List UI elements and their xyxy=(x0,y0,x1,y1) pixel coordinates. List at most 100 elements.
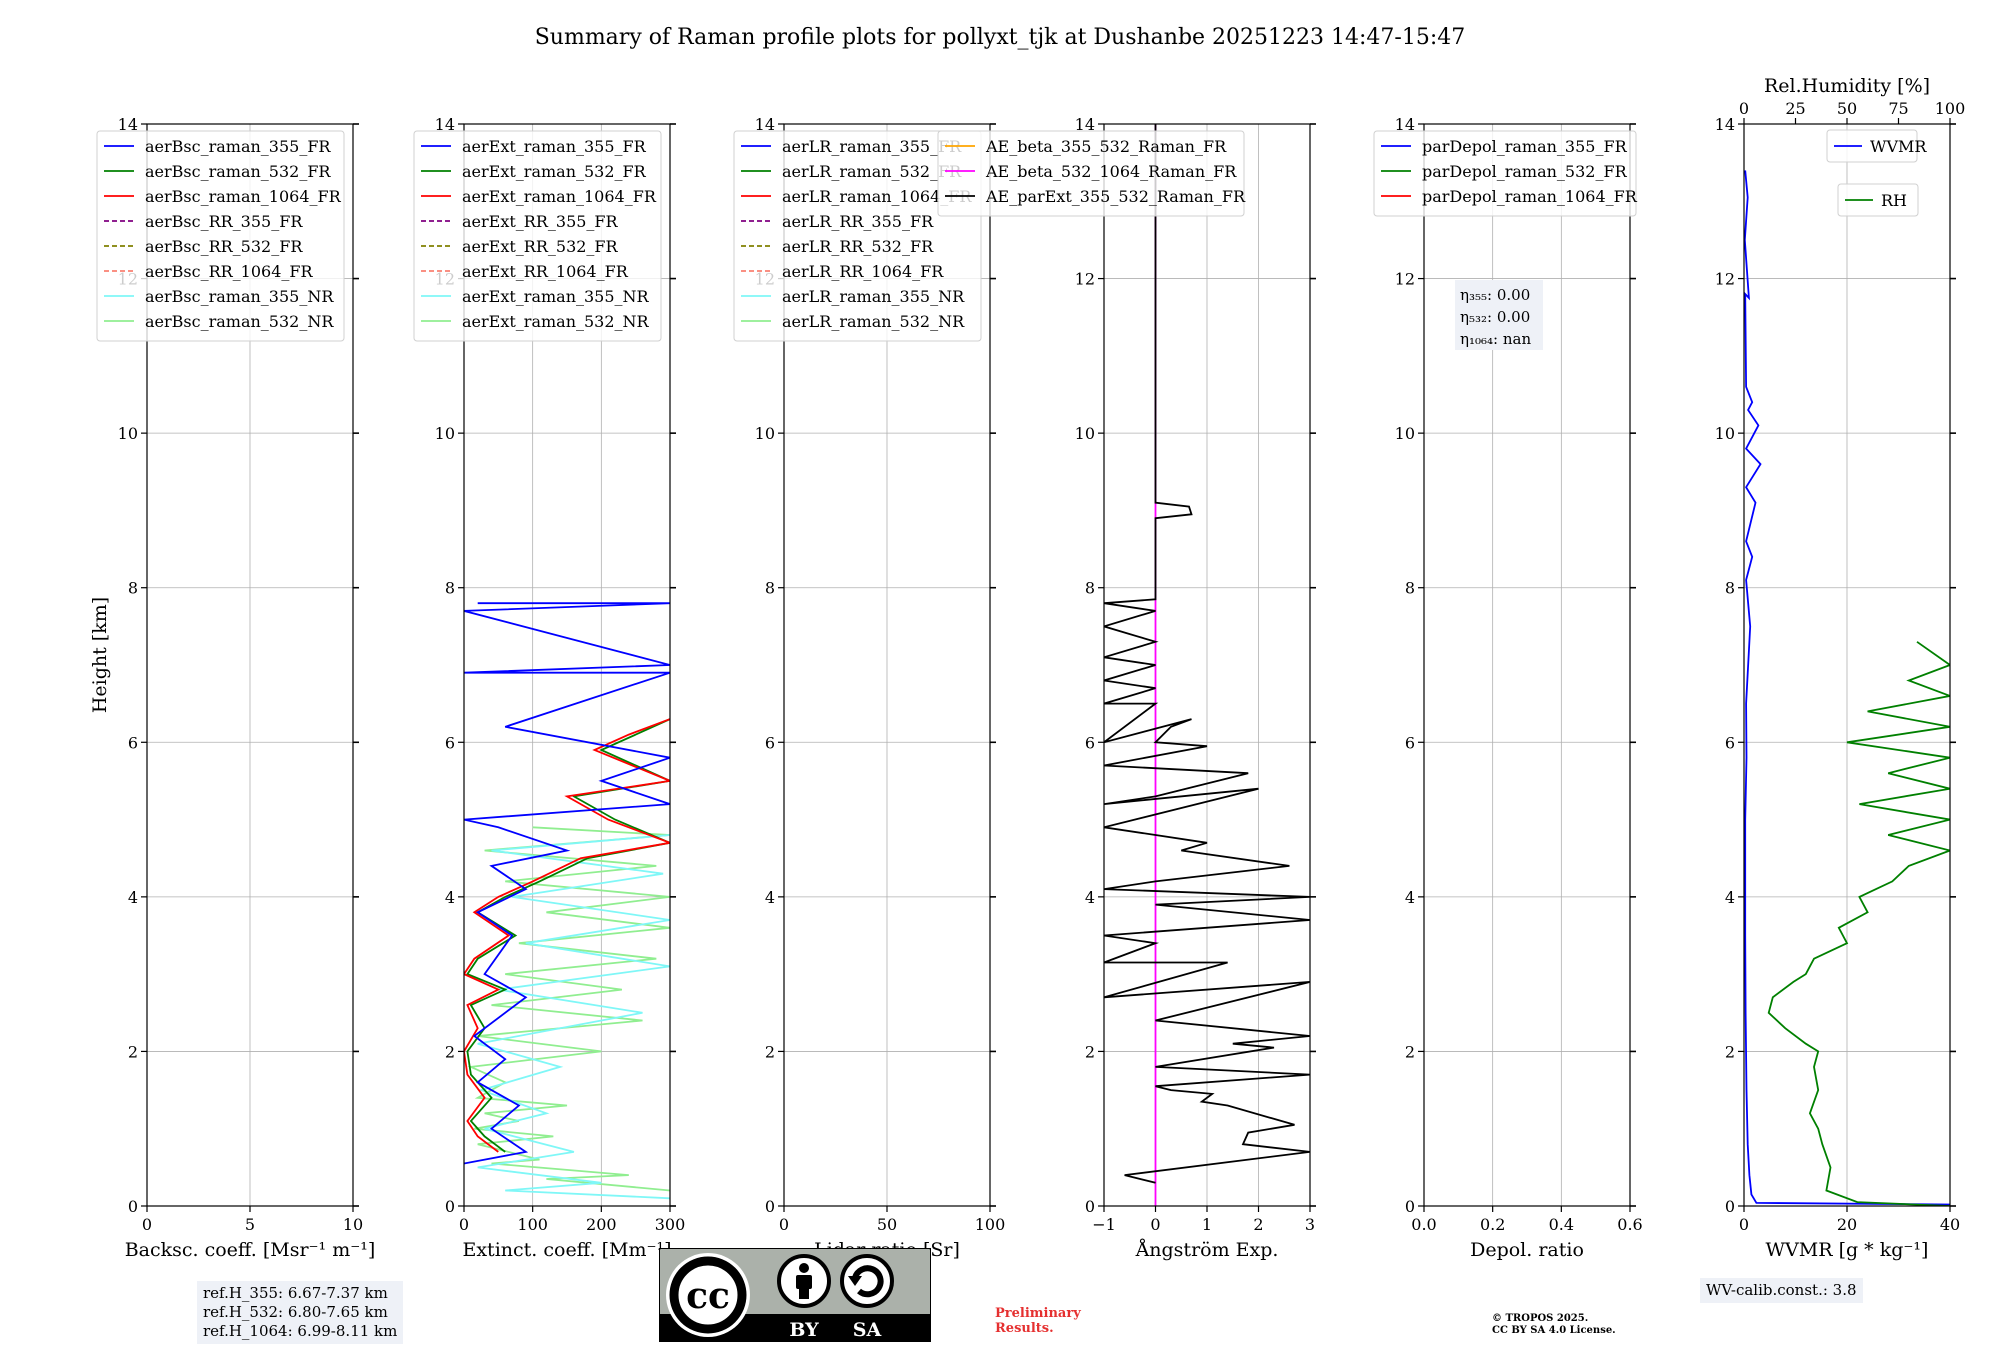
ref-height-532: ref.H_532: 6.80-7.65 km xyxy=(203,1303,388,1321)
y-tick-label: 2 xyxy=(128,1042,138,1061)
copyright-line2: CC BY SA 4.0 License. xyxy=(1492,1325,1616,1336)
x-axis-label: Extinct. coeff. [Mm⁻¹] xyxy=(462,1239,671,1261)
top-x-tick-label: 75 xyxy=(1888,99,1908,118)
legend-entry: aerExt_raman_532_FR xyxy=(462,162,647,181)
cc-license-logo: cc BY SA xyxy=(659,1248,931,1342)
legend-entry: aerExt_RR_532_FR xyxy=(462,237,619,256)
legend-entry: aerBsc_RR_1064_FR xyxy=(145,262,314,281)
x-tick-label: 0.6 xyxy=(1617,1215,1642,1234)
cc-text: cc xyxy=(686,1275,730,1317)
y-tick-label: 14 xyxy=(1395,115,1415,134)
legend: aerExt_raman_355_FR aerExt_raman_532_FRae… xyxy=(413,130,662,342)
top-x-tick-label: 25 xyxy=(1785,99,1805,118)
wv-calib-const: WV-calib.const.: 3.8 xyxy=(1706,1281,1857,1299)
y-tick-label: 0 xyxy=(1725,1197,1735,1216)
legend-entry: aerLR_raman_532_NR xyxy=(782,312,965,331)
y-tick-label: 8 xyxy=(1405,579,1415,598)
preliminary-line2: Results. xyxy=(995,1321,1054,1336)
series-line-AE_parExt_355_532_Raman_FR xyxy=(1104,124,1310,1184)
y-tick-label: 4 xyxy=(765,888,775,907)
panel-depol: 0 2 4 6 8 10 12 14 0.0 0.2 0.4 0.6 Depol. ratio parDe… xyxy=(1373,115,1643,1261)
legend-entry: parDepol_raman_355_FR xyxy=(1422,137,1628,156)
legend-entry: AE_beta_532_1064_Raman_FR xyxy=(985,162,1237,181)
copyright-note: © TROPOS 2025. CC BY SA 4.0 License. xyxy=(1492,1313,1616,1337)
x-tick-label: 50 xyxy=(877,1215,897,1234)
y-tick-label: 12 xyxy=(1715,270,1735,289)
x-tick-label: 0 xyxy=(1739,1215,1749,1234)
series-line-WVMR xyxy=(1744,170,1950,1206)
top-x-tick-label: 0 xyxy=(1739,99,1749,118)
legend-box xyxy=(733,130,982,342)
x-tick-label: 0 xyxy=(459,1215,469,1234)
panel-lr: 02468101214050100Lidar ratio [Sr]aerLR_r… xyxy=(733,115,1005,1261)
legend-box xyxy=(1373,130,1637,217)
legend-entry: aerBsc_raman_355_NR xyxy=(145,287,334,306)
y-tick-label: 0 xyxy=(128,1197,138,1216)
series-line-aerExt_raman_532_NR xyxy=(467,826,670,1192)
y-tick-label: 2 xyxy=(1085,1042,1095,1061)
y-tick-label: 6 xyxy=(1405,733,1415,752)
y-tick-label: 0 xyxy=(1405,1197,1415,1216)
legend-entry: aerLR_raman_355_NR xyxy=(782,287,965,306)
x-tick-label: 20 xyxy=(1837,1215,1857,1234)
legend-entry: aerLR_raman_1064_FR xyxy=(782,187,972,206)
y-tick-label: 0 xyxy=(765,1197,775,1216)
eta-1064: η₁₀₆₄: nan xyxy=(1460,330,1531,348)
y-tick-label: 10 xyxy=(1715,424,1735,443)
y-tick-label: 0 xyxy=(445,1197,455,1216)
x-tick-label: 40 xyxy=(1940,1215,1960,1234)
x-axis-label: WVMR [g * kg⁻¹] xyxy=(1766,1239,1929,1261)
legend-entry: AE_beta_355_532_Raman_FR xyxy=(985,137,1227,156)
x-tick-label: 10 xyxy=(343,1215,363,1234)
y-tick-label: 2 xyxy=(445,1042,455,1061)
y-tick-label: 10 xyxy=(118,424,138,443)
legend-box xyxy=(1826,129,1918,163)
y-tick-label: 2 xyxy=(1725,1042,1735,1061)
by-text: BY xyxy=(789,1319,819,1341)
legend-entry: parDepol_raman_1064_FR xyxy=(1422,187,1638,206)
series-line-RH xyxy=(1767,641,1950,1206)
ref-height-1064: ref.H_1064: 6.99-8.11 km xyxy=(203,1322,398,1340)
by-attribution-icon xyxy=(777,1254,831,1308)
y-tick-label: 4 xyxy=(445,888,455,907)
legend-box xyxy=(1837,183,1919,217)
legend-entry: aerLR_RR_355_FR xyxy=(782,212,934,231)
y-tick-label: 6 xyxy=(1085,733,1095,752)
legend-entry: aerBsc_raman_532_FR xyxy=(145,162,331,181)
legend-entry: aerBsc_RR_355_FR xyxy=(145,212,303,231)
depol-eta-annotation: η₃₅₅: 0.00 η₅₃₂: 0.00 η₁₀₆₄: nan xyxy=(1455,280,1543,350)
y-tick-label: 4 xyxy=(1085,888,1095,907)
legend-box xyxy=(413,130,662,342)
panel-ext: 024681012140100200300Extinct. coeff. [Mm… xyxy=(413,115,686,1261)
sa-text: SA xyxy=(853,1319,882,1341)
top-x-tick-label: 100 xyxy=(1935,99,1966,118)
y-tick-label: 14 xyxy=(1075,115,1095,134)
legend: aerLR_raman_355_FR aerLR_raman_532_FR aerL… xyxy=(733,130,982,342)
x-tick-label: 5 xyxy=(245,1215,255,1234)
plot-frame xyxy=(463,123,671,1207)
series-line-aerExt_raman_355_NR xyxy=(477,834,670,1200)
x-tick-label: 200 xyxy=(586,1215,617,1234)
legend-entry-rh: RH xyxy=(1881,191,1907,210)
legend-entry: AE_parExt_355_532_Raman_FR xyxy=(985,187,1246,206)
x-tick-label: 0 xyxy=(142,1215,152,1234)
x-tick-label: 3 xyxy=(1305,1215,1315,1234)
copyright-line1: © TROPOS 2025. xyxy=(1492,1313,1589,1324)
legend: aerBsc_raman_355_FR aerBsc_raman_532_FRae… xyxy=(96,130,345,342)
eta-532: η₅₃₂: 0.00 xyxy=(1460,308,1530,326)
x-axis-label: Depol. ratio xyxy=(1470,1239,1584,1261)
y-tick-label: 14 xyxy=(118,115,138,134)
y-tick-label: 2 xyxy=(765,1042,775,1061)
y-tick-label: 6 xyxy=(445,733,455,752)
x-tick-label: 0 xyxy=(1150,1215,1160,1234)
x-tick-label: 300 xyxy=(655,1215,686,1234)
x-tick-label: 0.2 xyxy=(1480,1215,1505,1234)
y-tick-label: 14 xyxy=(435,115,455,134)
y-tick-label: 8 xyxy=(445,579,455,598)
y-tick-label: 12 xyxy=(1395,270,1415,289)
y-tick-label: 4 xyxy=(128,888,138,907)
top-x-tick-label: 50 xyxy=(1837,99,1857,118)
x-tick-label: 100 xyxy=(517,1215,548,1234)
